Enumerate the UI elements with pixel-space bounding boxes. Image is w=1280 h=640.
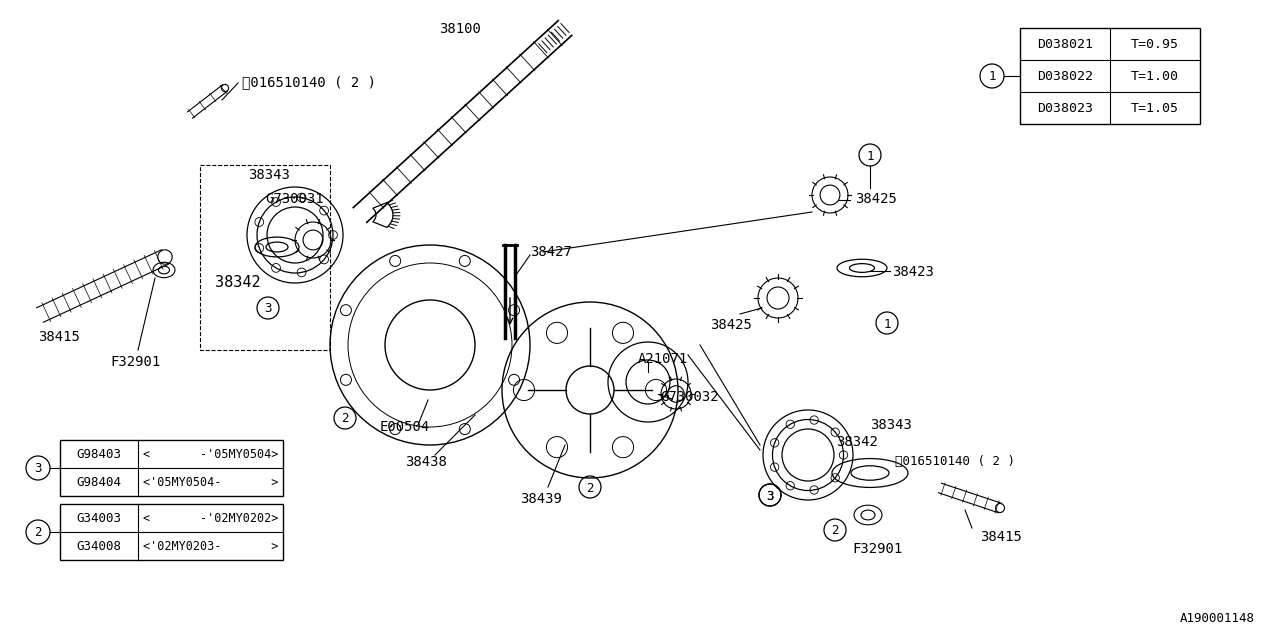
Text: 1: 1 <box>867 150 874 163</box>
Text: G34003: G34003 <box>77 511 122 525</box>
Text: <       -'02MY0202>: < -'02MY0202> <box>143 511 278 525</box>
Text: 3: 3 <box>767 490 773 502</box>
Text: D038022: D038022 <box>1037 70 1093 83</box>
Text: Ⓑ016510140 ( 2 ): Ⓑ016510140 ( 2 ) <box>242 75 376 89</box>
Bar <box>60 504 283 560</box>
Bar <box>1020 28 1201 124</box>
Text: 38438: 38438 <box>404 455 447 469</box>
Text: F32901: F32901 <box>852 542 902 556</box>
Text: T=1.00: T=1.00 <box>1132 70 1179 83</box>
Text: G98403: G98403 <box>77 447 122 461</box>
Text: 2: 2 <box>831 525 838 538</box>
Text: 38415: 38415 <box>980 530 1021 544</box>
Text: E00504: E00504 <box>380 420 430 434</box>
Text: 38425: 38425 <box>855 192 897 206</box>
Text: 38439: 38439 <box>520 492 562 506</box>
Text: 38342: 38342 <box>836 435 878 449</box>
Text: 2: 2 <box>586 481 594 495</box>
Text: 38343: 38343 <box>248 168 289 182</box>
Text: 38342: 38342 <box>215 275 261 290</box>
Text: 3: 3 <box>35 463 42 476</box>
Text: <'05MY0504-       >: <'05MY0504- > <box>143 476 278 488</box>
Text: 2: 2 <box>35 527 42 540</box>
Text: G730032: G730032 <box>660 390 718 404</box>
Bar <box>60 440 283 496</box>
Text: Ⓑ016510140 ( 2 ): Ⓑ016510140 ( 2 ) <box>895 455 1015 468</box>
Bar <box>200 165 330 350</box>
Text: 3: 3 <box>264 303 271 316</box>
Text: T=0.95: T=0.95 <box>1132 38 1179 51</box>
Text: <'02MY0203-       >: <'02MY0203- > <box>143 540 278 552</box>
Text: D038023: D038023 <box>1037 102 1093 115</box>
Text: 38425: 38425 <box>710 318 751 332</box>
Text: 38427: 38427 <box>530 245 572 259</box>
Text: 2: 2 <box>342 413 348 426</box>
Text: F32901: F32901 <box>110 355 160 369</box>
Text: 38100: 38100 <box>439 22 481 36</box>
Text: D038021: D038021 <box>1037 38 1093 51</box>
Text: <       -'05MY0504>: < -'05MY0504> <box>143 447 278 461</box>
Text: G730031: G730031 <box>265 192 324 206</box>
Text: G98404: G98404 <box>77 476 122 488</box>
Text: 3: 3 <box>767 490 773 502</box>
Text: 1: 1 <box>883 317 891 330</box>
Text: 38415: 38415 <box>38 330 79 344</box>
Text: 38423: 38423 <box>892 265 934 279</box>
Text: A190001148: A190001148 <box>1180 612 1254 625</box>
Text: A21071: A21071 <box>637 352 689 366</box>
Text: G34008: G34008 <box>77 540 122 552</box>
Text: 1: 1 <box>988 70 996 83</box>
Text: T=1.05: T=1.05 <box>1132 102 1179 115</box>
Text: 38343: 38343 <box>870 418 911 432</box>
